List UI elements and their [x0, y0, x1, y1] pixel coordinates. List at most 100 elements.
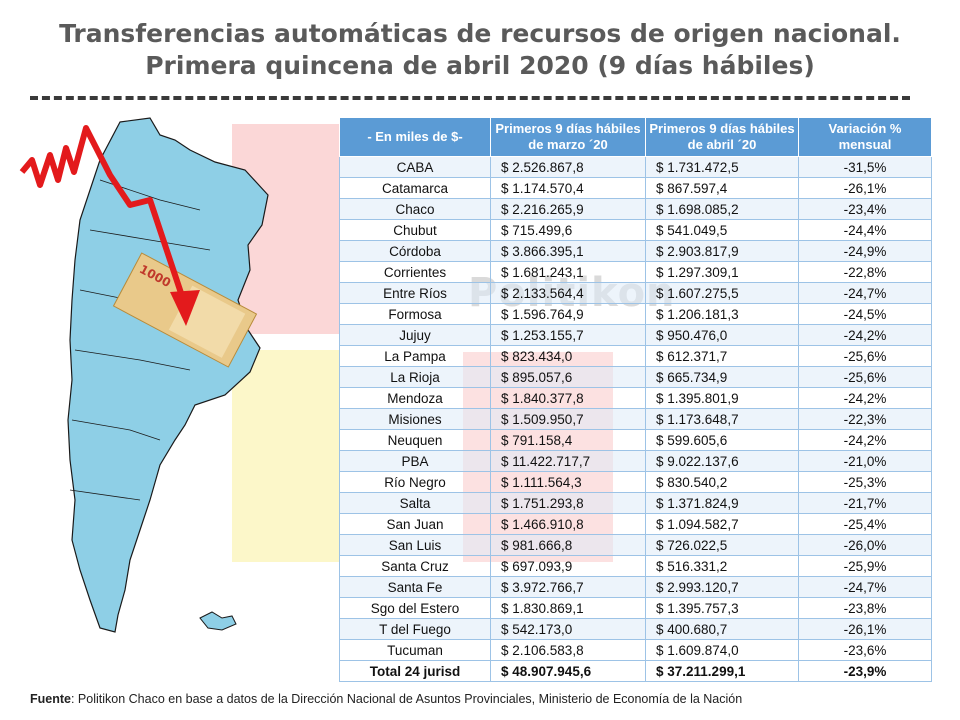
chart-title: Transferencias automáticas de recursos d…	[0, 18, 960, 82]
table-row: T del Fuego $ 542.173,0 $ 400.680,7 -26,1%	[339, 618, 932, 640]
variation-cell: -24,7%	[798, 576, 932, 598]
april-value-cell: $ 9.022.137,6	[645, 450, 799, 472]
table-row: San Luis $ 981.666,8 $ 726.022,5 -26,0%	[339, 534, 932, 556]
table-row: Catamarca $ 1.174.570,4 $ 867.597,4 -26,1%	[339, 177, 932, 199]
march-value-cell: $ 3.972.766,7	[490, 576, 646, 598]
april-value-cell: $ 1.731.472,5	[645, 156, 799, 178]
april-value-cell: $ 665.734,9	[645, 366, 799, 388]
variation-cell: -24,4%	[798, 219, 932, 241]
april-value-cell: $ 1.395.801,9	[645, 387, 799, 409]
source-note: Fuente: Politikon Chaco en base a datos …	[30, 692, 742, 706]
province-borders	[69, 179, 211, 501]
march-value-cell: $ 48.907.945,6	[490, 660, 646, 682]
jurisdiction-cell: Tucuman	[339, 639, 491, 661]
table-row: Misiones $ 1.509.950,7 $ 1.173.648,7 -22,3%	[339, 408, 932, 430]
jurisdiction-cell: Neuquen	[339, 429, 491, 451]
table-row: Sgo del Estero $ 1.830.869,1 $ 1.395.757,3…	[339, 597, 932, 619]
table-row: La Pampa $ 823.434,0 $ 612.371,7 -25,6%	[339, 345, 932, 367]
argentina-map-icon	[67, 117, 269, 633]
table-row: Corrientes $ 1.681.243,1 $ 1.297.309,1 -22,…	[339, 261, 932, 283]
variation-cell: -31,5%	[798, 156, 932, 178]
table-header-row: - En miles de $- Primeros 9 días hábiles…	[339, 117, 932, 157]
march-value-cell: $ 1.466.910,8	[490, 513, 646, 535]
table-row: PBA $ 11.422.717,7 $ 9.022.137,6 -21,0%	[339, 450, 932, 472]
april-value-cell: $ 516.331,2	[645, 555, 799, 577]
jurisdiction-cell: Jujuy	[339, 324, 491, 346]
jurisdiction-cell: Mendoza	[339, 387, 491, 409]
variation-cell: -24,7%	[798, 282, 932, 304]
jurisdiction-cell: Córdoba	[339, 240, 491, 262]
jurisdiction-cell: Santa Cruz	[339, 555, 491, 577]
april-value-cell: $ 599.605,6	[645, 429, 799, 451]
april-value-cell: $ 1.173.648,7	[645, 408, 799, 430]
table-row: CABA $ 2.526.867,8 $ 1.731.472,5 -31,5%	[339, 156, 932, 178]
march-value-cell: $ 3.866.395,1	[490, 240, 646, 262]
variation-cell: -25,4%	[798, 513, 932, 535]
variation-cell: -24,2%	[798, 429, 932, 451]
jurisdiction-cell: La Pampa	[339, 345, 491, 367]
table-row: Tucuman $ 2.106.583,8 $ 1.609.874,0 -23,6%	[339, 639, 932, 661]
col-header-jurisdiction: - En miles de $-	[339, 117, 491, 157]
march-value-cell: $ 1.681.243,1	[490, 261, 646, 283]
march-value-cell: $ 1.596.764,9	[490, 303, 646, 325]
table-row: San Juan $ 1.466.910,8 $ 1.094.582,7 -25,4%	[339, 513, 932, 535]
variation-cell: -25,6%	[798, 345, 932, 367]
march-value-cell: $ 1.253.155,7	[490, 324, 646, 346]
april-value-cell: $ 1.395.757,3	[645, 597, 799, 619]
april-value-cell: $ 612.371,7	[645, 345, 799, 367]
variation-cell: -25,3%	[798, 471, 932, 493]
variation-cell: -26,1%	[798, 177, 932, 199]
variation-cell: -24,9%	[798, 240, 932, 262]
march-value-cell: $ 542.173,0	[490, 618, 646, 640]
jurisdiction-cell: Chaco	[339, 198, 491, 220]
col-header-march: Primeros 9 días hábiles de marzo ´20	[490, 117, 646, 157]
jurisdiction-cell: Santa Fe	[339, 576, 491, 598]
table-row: Entre Ríos $ 2.133.564,4 $ 1.607.275,5 -24,…	[339, 282, 932, 304]
variation-cell: -25,6%	[798, 366, 932, 388]
april-value-cell: $ 1.609.874,0	[645, 639, 799, 661]
malvinas-islands-icon	[199, 611, 237, 631]
april-value-cell: $ 400.680,7	[645, 618, 799, 640]
table-total-row: Total 24 jurisd $ 48.907.945,6 $ 37.211.29…	[339, 660, 932, 682]
argentina-map-illustration: 1000	[19, 117, 269, 633]
jurisdiction-cell: Total 24 jurisd	[339, 660, 491, 682]
variation-cell: -22,3%	[798, 408, 932, 430]
transfers-table: - En miles de $- Primeros 9 días hábiles…	[339, 117, 932, 682]
jurisdiction-cell: La Rioja	[339, 366, 491, 388]
jurisdiction-cell: Misiones	[339, 408, 491, 430]
source-text: : Politikon Chaco en base a datos de la …	[70, 692, 743, 706]
table-row: Neuquen $ 791.158,4 $ 599.605,6 -24,2%	[339, 429, 932, 451]
table-row: Río Negro $ 1.111.564,3 $ 830.540,2 -25,3%	[339, 471, 932, 493]
variation-cell: -24,5%	[798, 303, 932, 325]
april-value-cell: $ 541.049,5	[645, 219, 799, 241]
april-value-cell: $ 1.094.582,7	[645, 513, 799, 535]
table-row: Jujuy $ 1.253.155,7 $ 950.476,0 -24,2%	[339, 324, 932, 346]
april-value-cell: $ 830.540,2	[645, 471, 799, 493]
col-header-variation: Variación % mensual	[798, 117, 932, 157]
jurisdiction-cell: Entre Ríos	[339, 282, 491, 304]
down-trend-arrow-icon	[19, 125, 200, 326]
march-value-cell: $ 1.751.293,8	[490, 492, 646, 514]
jurisdiction-cell: T del Fuego	[339, 618, 491, 640]
table-row: Chubut $ 715.499,6 $ 541.049,5 -24,4%	[339, 219, 932, 241]
jurisdiction-cell: Formosa	[339, 303, 491, 325]
jurisdiction-cell: Río Negro	[339, 471, 491, 493]
april-value-cell: $ 1.607.275,5	[645, 282, 799, 304]
title-line-2: Primera quincena de abril 2020 (9 días h…	[145, 51, 815, 80]
april-value-cell: $ 1.698.085,2	[645, 198, 799, 220]
april-value-cell: $ 37.211.299,1	[645, 660, 799, 682]
variation-cell: -23,8%	[798, 597, 932, 619]
march-value-cell: $ 11.422.717,7	[490, 450, 646, 472]
highlight-block-yellow	[232, 350, 340, 562]
col-header-april: Primeros 9 días hábiles de abril ´20	[645, 117, 799, 157]
march-value-cell: $ 823.434,0	[490, 345, 646, 367]
march-value-cell: $ 1.840.377,8	[490, 387, 646, 409]
variation-cell: -26,1%	[798, 618, 932, 640]
variation-cell: -22,8%	[798, 261, 932, 283]
march-value-cell: $ 1.830.869,1	[490, 597, 646, 619]
table-row: La Rioja $ 895.057,6 $ 665.734,9 -25,6%	[339, 366, 932, 388]
table-row: Córdoba $ 3.866.395,1 $ 2.903.817,9 -24,9%	[339, 240, 932, 262]
variation-cell: -23,4%	[798, 198, 932, 220]
source-label: Fuente	[30, 692, 71, 706]
table-row: Chaco $ 2.216.265,9 $ 1.698.085,2 -23,4%	[339, 198, 932, 220]
